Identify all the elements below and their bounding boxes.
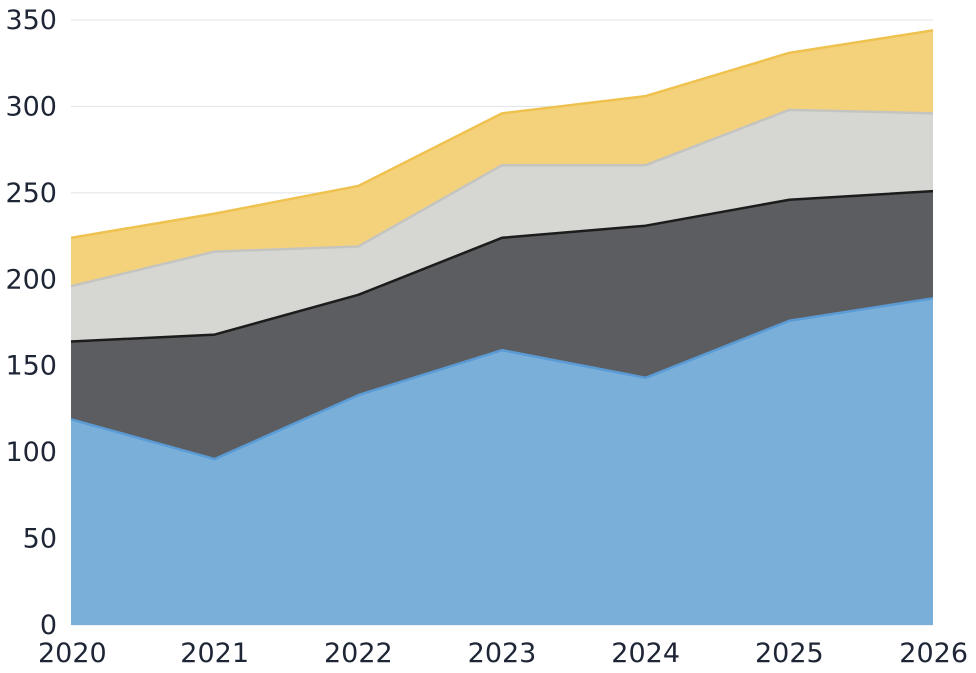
x-tick-label: 2020: [38, 638, 107, 669]
y-axis-ticks: 0 50 100 150 200 250 300 350: [5, 5, 57, 641]
x-tick-label: 2022: [324, 638, 393, 669]
series-3-line: [70, 29, 934, 240]
series-3-area: [71, 30, 933, 287]
series-1-area: [71, 191, 933, 460]
series-0-line: [70, 297, 934, 461]
series-areas: [71, 30, 933, 625]
y-tick-label: 0: [40, 610, 57, 641]
y-tick-label: 50: [23, 524, 57, 555]
x-tick-label: 2025: [755, 638, 824, 669]
y-tick-label: 350: [5, 5, 57, 36]
y-tick-label: 100: [5, 437, 57, 468]
x-tick-label: 2023: [468, 638, 537, 669]
x-tick-label: 2024: [611, 638, 680, 669]
series-lines: [70, 29, 934, 461]
series-1-line: [70, 189, 934, 343]
y-tick-label: 250: [5, 178, 57, 209]
y-tick-label: 300: [5, 91, 57, 122]
series-0-area: [71, 298, 933, 625]
x-tick-label: 2021: [180, 638, 249, 669]
series-2-area: [71, 109, 933, 342]
y-tick-label: 200: [5, 264, 57, 295]
series-2-line: [70, 108, 934, 288]
x-axis-ticks: 2020 2021 2022 2023 2024 2025 2026: [38, 638, 968, 669]
y-tick-label: 150: [5, 351, 57, 382]
x-tick-label: 2026: [899, 638, 968, 669]
